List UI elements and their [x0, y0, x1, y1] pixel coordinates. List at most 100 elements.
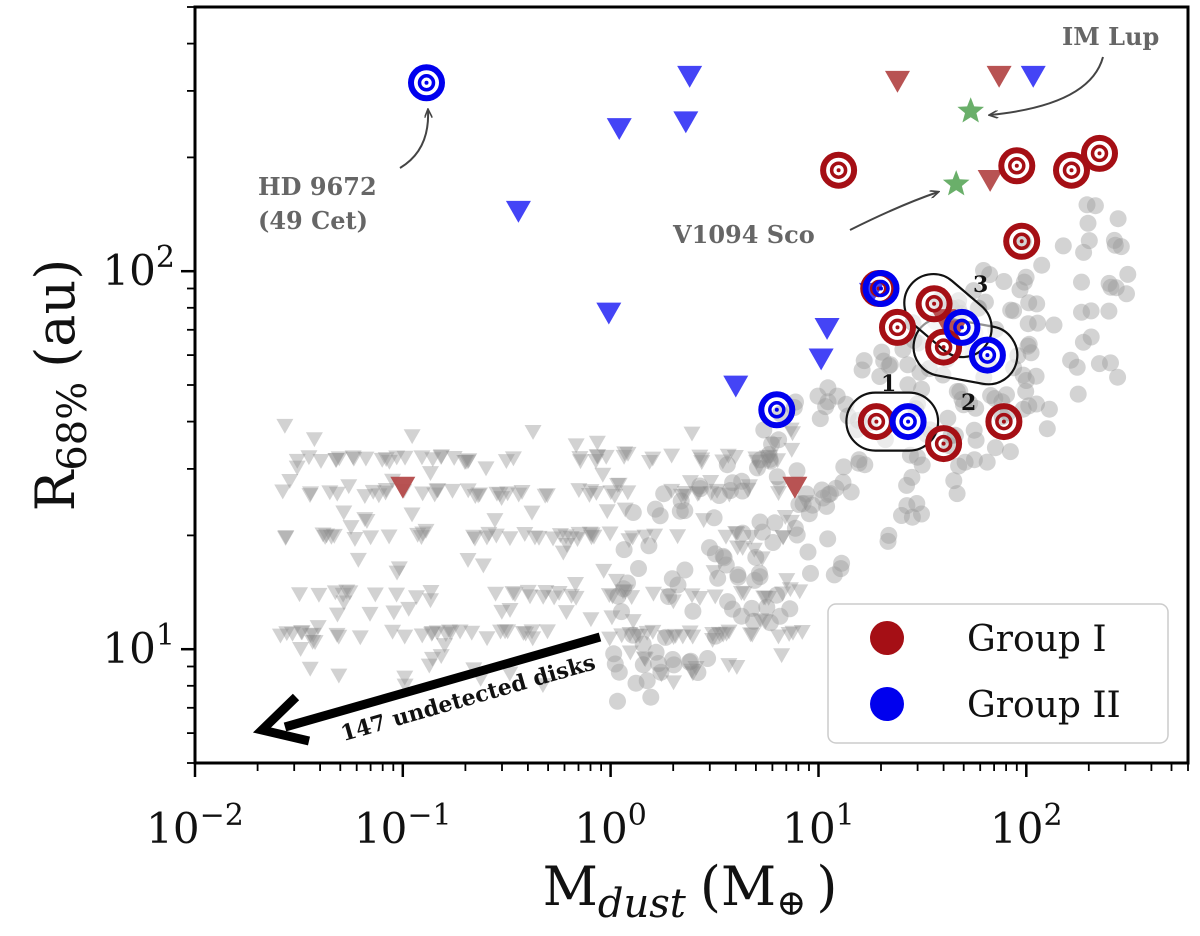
background-disk-point	[710, 487, 728, 504]
background-upper-limit-point	[729, 540, 747, 556]
background-upper-limit-point	[271, 628, 289, 644]
background-disk-point	[1019, 337, 1037, 355]
background-upper-limit-point	[278, 626, 296, 642]
background-upper-limit-point	[420, 658, 438, 674]
annotation-v1094-arrow	[849, 192, 938, 231]
background-upper-limit-point	[316, 529, 334, 545]
background-disk-point	[898, 476, 916, 494]
background-disk-point	[1054, 237, 1072, 255]
background-upper-limit-point	[557, 529, 575, 545]
background-upper-limit-point	[335, 595, 353, 611]
group-i-point-ring	[985, 403, 1023, 441]
background-disk-point	[798, 485, 815, 503]
background-disk-point	[719, 593, 737, 611]
background-upper-limit-point	[704, 627, 722, 642]
background-upper-limit-point	[710, 626, 728, 642]
background-upper-limit-point	[534, 589, 552, 605]
group-ii-point	[943, 308, 981, 346]
background-upper-limit-point	[624, 614, 642, 629]
group-i-point-ring	[1053, 151, 1090, 189]
x-tick-label: 10−2	[146, 798, 244, 853]
background-upper-limit-point	[457, 454, 475, 470]
group-ii-point-ring	[408, 64, 445, 102]
background-disk-point	[1033, 256, 1051, 274]
background-upper-limit-point	[687, 660, 705, 676]
group-ii-point-ring	[889, 403, 927, 441]
background-upper-limit-point	[463, 625, 481, 641]
background-upper-limit-point	[793, 625, 811, 640]
group-i-point-ring	[998, 147, 1036, 185]
background-disk-point	[709, 569, 727, 587]
background-upper-limit-point	[597, 449, 615, 465]
background-upper-limit-point	[544, 531, 562, 547]
background-disk-point	[1027, 367, 1045, 385]
x-label-unit-sub: ⊕	[776, 883, 806, 924]
background-upper-limit-point	[636, 529, 654, 545]
background-disk-point	[652, 663, 670, 681]
group-i-point	[925, 425, 963, 463]
group-ii-point-inner	[417, 74, 436, 92]
background-disk-point	[761, 452, 779, 470]
background-upper-limit-point	[437, 627, 455, 642]
background-upper-limit-point	[621, 645, 639, 661]
background-upper-limit-point	[636, 652, 654, 668]
background-upper-limit-point	[588, 449, 606, 465]
background-upper-limit-point	[469, 488, 487, 504]
background-disk-point	[899, 356, 917, 374]
background-disk-point	[747, 548, 765, 566]
background-disk-point	[953, 390, 971, 408]
background-upper-limit-point	[534, 678, 552, 694]
background-upper-limit-point	[302, 486, 320, 502]
background-disk-point	[1015, 273, 1033, 291]
background-upper-limit-point	[601, 526, 619, 542]
background-upper-limit-point	[362, 530, 380, 546]
background-upper-limit-point	[530, 530, 548, 546]
background-upper-limit-point	[601, 631, 619, 647]
undetected-arrow-head	[252, 693, 311, 746]
background-upper-limit-point	[684, 666, 702, 682]
background-disk-point	[1118, 285, 1135, 303]
background-disk-point	[627, 674, 645, 692]
background-upper-limit-point	[330, 668, 348, 684]
background-disk-point	[1020, 294, 1038, 312]
background-upper-limit-point	[421, 593, 439, 609]
background-upper-limit-point	[504, 586, 522, 602]
background-upper-limit-point	[742, 627, 760, 643]
background-disk-point	[733, 472, 751, 490]
background-upper-limit-point	[704, 632, 722, 648]
background-disk-point	[734, 524, 752, 542]
background-upper-limit-point	[491, 487, 509, 503]
background-disk-point	[1082, 328, 1100, 346]
background-disk-point	[794, 495, 812, 513]
background-upper-limit-point	[774, 530, 792, 546]
background-upper-limit-point	[720, 487, 738, 503]
background-disk-point	[855, 352, 873, 370]
undetected-arrow-shaft	[283, 632, 602, 732]
background-disk-point	[908, 495, 926, 512]
x-tick-label: 100	[574, 798, 647, 853]
background-upper-limit-point	[770, 486, 788, 501]
background-upper-limit-point	[388, 565, 406, 581]
annotation-hd9672-line2: (49 Cet)	[258, 206, 368, 235]
group-i-point-dot	[1097, 151, 1102, 156]
background-upper-limit-point	[608, 573, 626, 589]
group-i-point	[1081, 134, 1118, 172]
background-disk-point	[610, 663, 628, 681]
background-upper-limit-point	[445, 450, 463, 466]
background-disk-point	[871, 368, 889, 385]
annotation-imlup-arrow	[990, 56, 1104, 115]
group-ii-point-inner	[953, 318, 971, 337]
x-axis-label: Mdust (M⊕)	[543, 855, 838, 927]
background-disk-point	[875, 352, 893, 370]
background-disk-point	[663, 570, 681, 588]
background-upper-limit-point	[487, 528, 505, 544]
background-disk-point	[715, 549, 733, 567]
annotation-hd9672-arrow	[399, 110, 428, 169]
background-disk-point	[802, 564, 819, 582]
background-upper-limit-point	[582, 530, 600, 546]
background-upper-limit-point	[288, 453, 306, 469]
background-upper-limit-point	[672, 488, 690, 504]
background-upper-limit-point	[652, 667, 670, 683]
background-disk-point	[965, 421, 983, 439]
